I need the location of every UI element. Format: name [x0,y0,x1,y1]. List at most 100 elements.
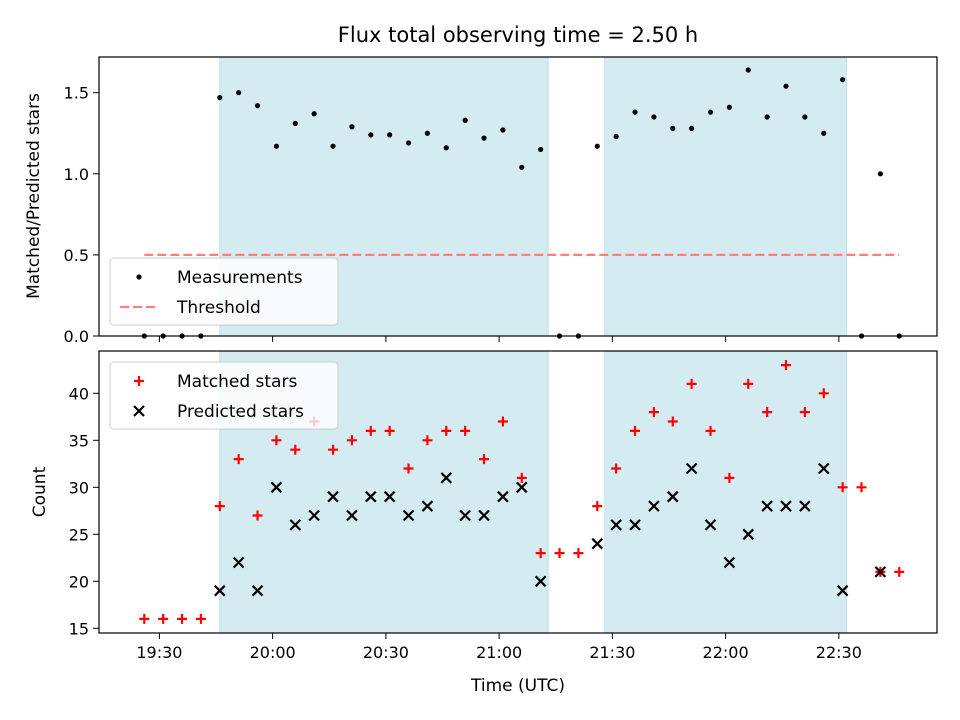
data-point [290,444,301,455]
data-point [195,613,206,624]
data-point [232,556,245,569]
data-point [289,519,302,531]
data-point [856,482,867,493]
data-point [648,407,659,418]
y-tick-label: 20 [69,572,89,591]
data-point [252,510,263,521]
data-point [516,472,527,483]
x-axis-label: Time (UTC) [470,676,565,696]
data-point [877,171,883,177]
axes-frame [98,350,938,634]
data-point [308,509,320,522]
data-point [365,425,376,436]
legend: Matched stars Predicted stars [109,361,339,430]
y-tick-label: 35 [69,431,89,450]
data-point [251,584,264,597]
y-tick-label: 40 [69,384,89,403]
legend-box [109,361,339,430]
data-point [821,130,827,136]
data-point [387,132,393,138]
data-point [214,501,225,512]
data-point [670,125,676,131]
data-point [217,94,223,101]
data-point [236,90,242,96]
data-point [613,133,619,140]
data-point [403,463,414,474]
data-point [271,435,282,446]
series-matched-stars [139,360,905,624]
data-point [594,143,600,149]
data-point [349,124,355,130]
x-tick-label: 22:00 [703,643,749,662]
data-point [459,509,471,522]
data-point [780,500,792,512]
data-point [783,83,789,89]
data-point [726,104,732,110]
data-point [481,135,487,141]
data-point [762,407,773,418]
data-point [424,130,431,136]
y-tick-label: 15 [69,619,89,638]
x-tick-label: 20:00 [250,643,296,662]
data-point [802,114,808,120]
data-point [781,360,792,371]
data-point [667,416,678,427]
legend-swatch [134,376,144,386]
data-point [270,481,283,494]
data-point [799,407,810,418]
data-point [443,145,449,151]
data-point [611,463,622,474]
data-point [440,472,453,484]
data-point [515,481,528,494]
data-point [368,132,374,138]
data-point [462,117,468,123]
data-point [139,613,150,624]
data-point [534,575,547,588]
data-point [894,566,905,577]
data-point [840,77,846,83]
x-tick-label: 22:30 [816,643,862,662]
data-point [273,143,280,149]
y-tick-label: 1.5 [64,84,89,103]
ratio-y-axis-label: Matched/Predicted stars [24,93,44,299]
legend-swatch [133,405,145,417]
data-point [707,109,714,115]
series-measurements [141,67,902,339]
legend-entry: Measurements [177,268,303,288]
data-point [384,425,395,436]
x-tick-label: 21:00 [476,643,522,662]
data-point [836,584,849,597]
data-point [592,501,603,512]
data-point [761,500,773,512]
data-point [519,164,525,170]
y-tick-label: 1.0 [64,165,89,184]
data-point [233,454,244,465]
data-point [402,509,415,522]
count-panel: 15 20 25 30 35 40 19:30 20:00 20:30 21:00 21:30 22:… [69,350,938,662]
count-y-axis-label: Count [30,466,50,517]
data-point [799,500,811,512]
data-point [743,378,754,389]
data-point [630,425,641,436]
data-point [500,127,506,133]
legend-entry: Threshold [176,298,261,318]
data-point [177,613,188,624]
data-point [666,490,679,503]
data-point [383,490,396,503]
data-point [346,435,357,446]
data-point [158,613,169,624]
data-point [629,519,641,531]
data-point [535,548,546,559]
data-point [591,537,604,550]
data-point [632,109,638,115]
data-point [460,425,471,436]
data-point [573,548,584,559]
data-point [818,388,829,399]
data-point [874,566,887,578]
x-tick-label: 21:30 [589,643,635,662]
data-point [422,435,433,446]
data-point [538,146,544,153]
data-point [764,114,770,120]
data-point [328,444,339,455]
data-point [742,528,755,541]
